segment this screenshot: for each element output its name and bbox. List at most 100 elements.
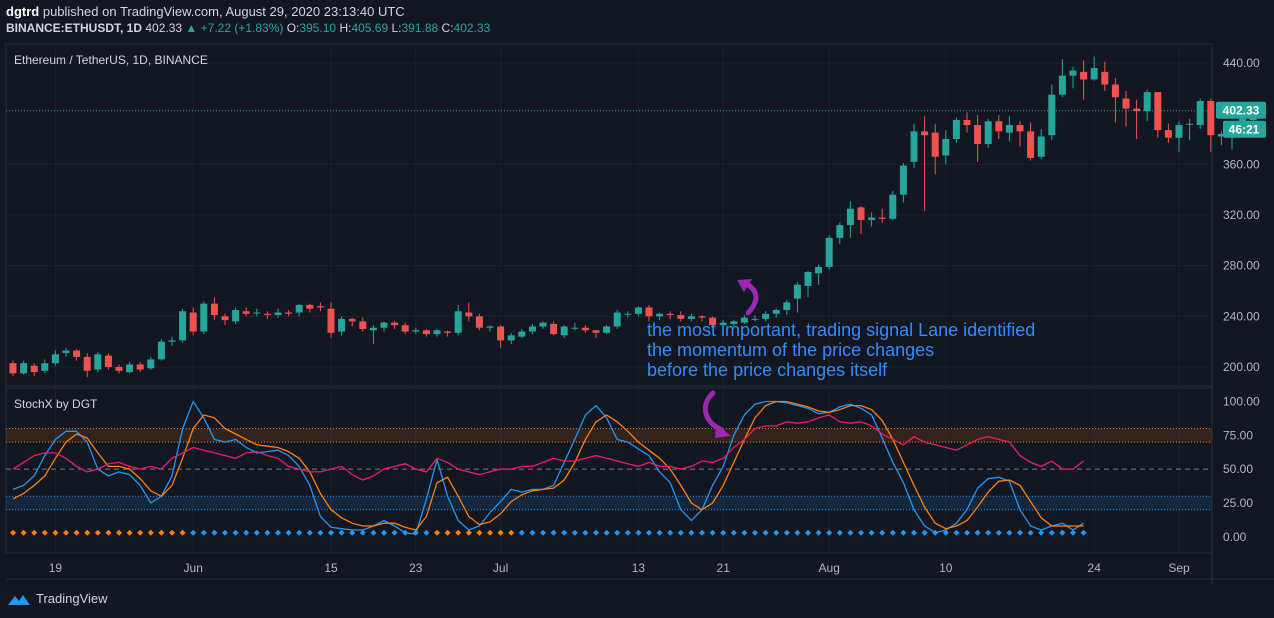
- signal-marker: [921, 529, 928, 536]
- stoch-band: [6, 428, 1212, 443]
- x-tick-label: 15: [324, 561, 338, 575]
- candle-body: [952, 120, 960, 139]
- candle-body: [412, 330, 420, 332]
- stoch-tick-label: 100.00: [1223, 395, 1260, 409]
- signal-marker: [667, 529, 674, 536]
- stoch-series-line: [12, 414, 1084, 481]
- candle-body: [497, 326, 505, 341]
- candle-body: [359, 321, 367, 329]
- x-tick-label: 24: [1088, 561, 1102, 575]
- x-tick-label: Aug: [819, 561, 840, 575]
- candle-body: [931, 132, 939, 157]
- candle-body: [486, 326, 494, 328]
- tradingview-brand[interactable]: TradingView: [8, 591, 108, 606]
- signal-marker: [126, 529, 133, 536]
- candle-body: [507, 335, 515, 341]
- signal-marker: [699, 529, 705, 536]
- candle-body: [1122, 98, 1130, 109]
- candle-body: [1154, 92, 1162, 131]
- candle-body: [1027, 131, 1035, 158]
- stoch-series-line: [12, 400, 1084, 531]
- signal-marker: [646, 529, 652, 536]
- candle-body: [401, 325, 409, 332]
- candle-body: [168, 340, 176, 342]
- candle-body: [1186, 123, 1194, 125]
- candle-body: [1080, 71, 1088, 80]
- signal-marker: [179, 529, 186, 536]
- candle-body: [1111, 84, 1119, 98]
- signal-marker: [402, 529, 409, 536]
- signal-marker: [476, 529, 483, 536]
- candle-body: [518, 331, 526, 337]
- stoch-series-line: [12, 400, 1084, 535]
- candle-body: [41, 363, 49, 371]
- signal-marker: [1070, 529, 1076, 536]
- signal-marker: [836, 529, 843, 536]
- signal-marker: [1059, 529, 1066, 536]
- candle-body: [221, 316, 229, 321]
- signal-marker: [911, 529, 917, 536]
- candle-body: [592, 330, 600, 333]
- candle-body: [465, 312, 473, 317]
- x-tick-label: Jul: [493, 561, 508, 575]
- tradingview-logo-icon: [8, 594, 30, 605]
- signal-marker: [73, 529, 80, 536]
- candle-body: [369, 327, 377, 331]
- signal-marker: [985, 529, 992, 536]
- publisher-name[interactable]: dgtrd: [6, 4, 40, 19]
- ohlc-legend: BINANCE:ETHUSDT, 1D 402.33 ▲ +7.22 (+1.8…: [6, 21, 490, 35]
- signal-marker: [932, 529, 939, 536]
- candle-body: [571, 327, 579, 329]
- chart-canvas[interactable]: 19 Jun 15 23 Jul 13 21 Aug 10 24 Sep 200.00 240.00 28…: [0, 40, 1274, 585]
- candle-body: [751, 318, 759, 320]
- candle-body: [793, 284, 801, 299]
- signal-marker: [391, 529, 398, 536]
- signal-marker: [773, 529, 780, 536]
- candle-body: [433, 330, 441, 335]
- signal-marker: [158, 529, 165, 536]
- candle-body: [327, 308, 335, 333]
- candle-body: [20, 363, 28, 374]
- candle-body: [634, 307, 642, 314]
- signal-marker: [487, 529, 493, 536]
- signal-marker: [995, 529, 1002, 536]
- signal-marker: [381, 529, 387, 536]
- annotation-line: the most important, trading signal Lane …: [647, 320, 1036, 340]
- last-price-tag-label: 402.33: [1223, 104, 1260, 118]
- publish-info: dgtrd published on TradingView.com, Augu…: [6, 4, 405, 19]
- candle-body: [889, 194, 897, 219]
- signal-marker: [349, 529, 356, 536]
- candle-body: [210, 303, 218, 316]
- signal-marker: [497, 529, 504, 536]
- signal-marker: [858, 529, 864, 536]
- candle-body: [878, 217, 886, 219]
- candle-body: [603, 326, 611, 333]
- candle-body: [857, 207, 865, 221]
- signal-marker: [582, 529, 589, 536]
- signal-marker: [900, 529, 907, 536]
- candle-body: [1175, 125, 1183, 138]
- signal-marker: [688, 529, 695, 536]
- stoch-tick-label: 50.00: [1223, 462, 1253, 476]
- x-tick-label: Sep: [1168, 561, 1190, 575]
- open-value: 395.10: [299, 21, 337, 35]
- signal-marker: [434, 529, 440, 536]
- candle-body: [147, 359, 155, 369]
- candle-body: [528, 326, 536, 332]
- signal-marker: [370, 529, 377, 536]
- candle-body: [115, 367, 123, 371]
- candle-body: [984, 121, 992, 145]
- signal-marker: [1038, 529, 1045, 536]
- stoch-tick-label: 0.00: [1223, 530, 1247, 544]
- brand-name: TradingView: [36, 591, 108, 606]
- signal-marker: [741, 529, 748, 536]
- symbol-label: BINANCE:ETHUSDT, 1D: [6, 21, 143, 35]
- signal-marker: [211, 529, 218, 536]
- signal-marker: [974, 529, 981, 536]
- signal-marker: [508, 529, 515, 536]
- signal-marker: [359, 529, 366, 536]
- signal-marker: [614, 529, 621, 536]
- candle-body: [295, 304, 303, 313]
- signal-marker: [275, 529, 281, 536]
- candle-body: [422, 330, 430, 335]
